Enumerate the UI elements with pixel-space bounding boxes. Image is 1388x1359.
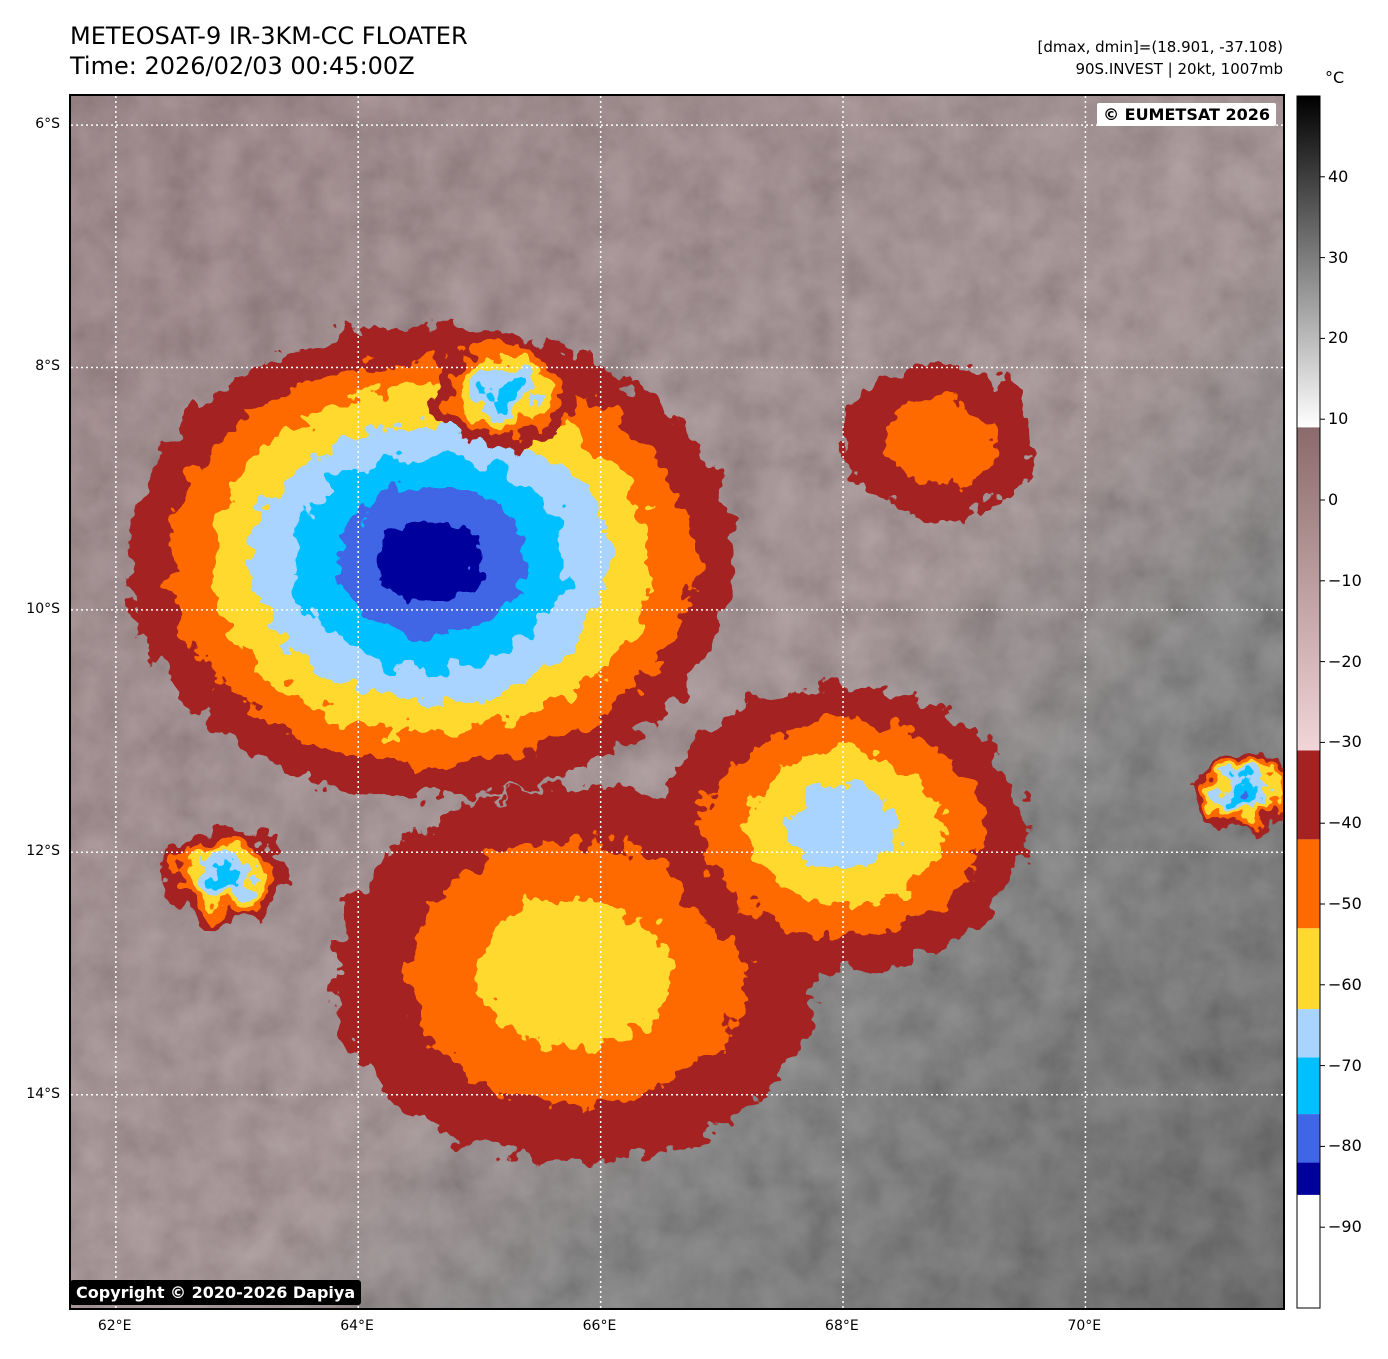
feature-far-east-cell: [1194, 753, 1283, 830]
colorbar-band: [1297, 1009, 1320, 1058]
colorbar-tick-label: −20: [1328, 651, 1362, 671]
map-image: [71, 96, 1283, 1308]
title-time: Time: 2026/02/03 00:45:00Z: [70, 52, 415, 80]
colorbar-tick-label: −50: [1328, 894, 1362, 913]
graticule: [71, 96, 1283, 1308]
colorbar-band: [1297, 1057, 1320, 1115]
colorbar-tick-label: 10: [1328, 409, 1349, 429]
feature-level-yellow: [480, 899, 672, 1048]
copyright-watermark: Copyright © 2020-2026 Dapiya: [70, 1280, 362, 1305]
colorbar-band: [1297, 750, 1320, 840]
map-frame: [69, 94, 1285, 1310]
lon-label: 66°E: [582, 1318, 617, 1334]
eumetsat-watermark: © EUMETSAT 2026: [1097, 103, 1276, 126]
feature-west-cell: [164, 829, 286, 924]
colorbar-tick-label: −60: [1328, 974, 1362, 994]
colorbar-band: [1297, 1114, 1320, 1163]
lat-label: 14°S: [26, 1085, 60, 1102]
colorbar-tick-label: −10: [1328, 570, 1362, 590]
data-range-text: [dmax, dmin]=(18.901, -37.108): [1037, 38, 1283, 56]
colorbar-tick-label: −80: [1328, 1136, 1362, 1156]
colorbar-tick-label: −90: [1328, 1217, 1362, 1237]
lon-label: 70°E: [1067, 1318, 1102, 1334]
convection-layer: [127, 325, 1283, 1163]
colorbar-unit: °C: [1325, 68, 1345, 87]
lat-label: 12°S: [26, 843, 60, 860]
feature-northeast-cell: [843, 364, 1037, 516]
feature-central-convective-cluster: [127, 325, 734, 798]
feature-level-cyan: [485, 377, 522, 406]
lon-label: 62°E: [97, 1318, 132, 1334]
feature-southeast-band: [661, 686, 1025, 970]
colorbar-band: [1297, 427, 1320, 751]
feature-north-cell: [430, 335, 577, 449]
colorbar-band: [1297, 839, 1320, 929]
lon-label: 68°E: [825, 1318, 859, 1334]
colorbar-tick-label: 20: [1328, 328, 1349, 348]
colorbar-band: [1297, 96, 1320, 428]
colorbar-tick-label: −70: [1328, 1055, 1362, 1075]
title-product: METEOSAT-9 IR-3KM-CC FLOATER: [70, 22, 468, 50]
feature-level-orange: [885, 397, 995, 483]
colorbar-band: [1297, 1194, 1320, 1308]
feature-level-cyan: [210, 864, 240, 889]
colorbar-tick-label: 0: [1328, 490, 1339, 509]
colorbar-frame: [1296, 95, 1321, 1309]
lat-label: 6°S: [35, 116, 60, 133]
colorbar: [1296, 95, 1325, 1309]
colorbar-tick-label: −40: [1328, 813, 1362, 833]
colorbar-tick-label: −30: [1328, 732, 1362, 752]
storm-info-text: 90S.INVEST | 20kt, 1007mb: [1075, 60, 1283, 78]
colorbar-tick-label: 40: [1328, 166, 1349, 186]
colorbar-band: [1297, 928, 1320, 1010]
colorbar-band: [1297, 1162, 1320, 1195]
lat-label: 8°S: [35, 358, 60, 375]
feature-level-deep_blue: [377, 519, 485, 604]
colorbar-tick-label: 30: [1328, 247, 1349, 267]
feature-level-light_blue: [788, 785, 899, 871]
lon-label: 64°E: [340, 1318, 374, 1334]
lat-label: 10°S: [26, 600, 60, 617]
feature-level-blue: [1233, 783, 1254, 800]
